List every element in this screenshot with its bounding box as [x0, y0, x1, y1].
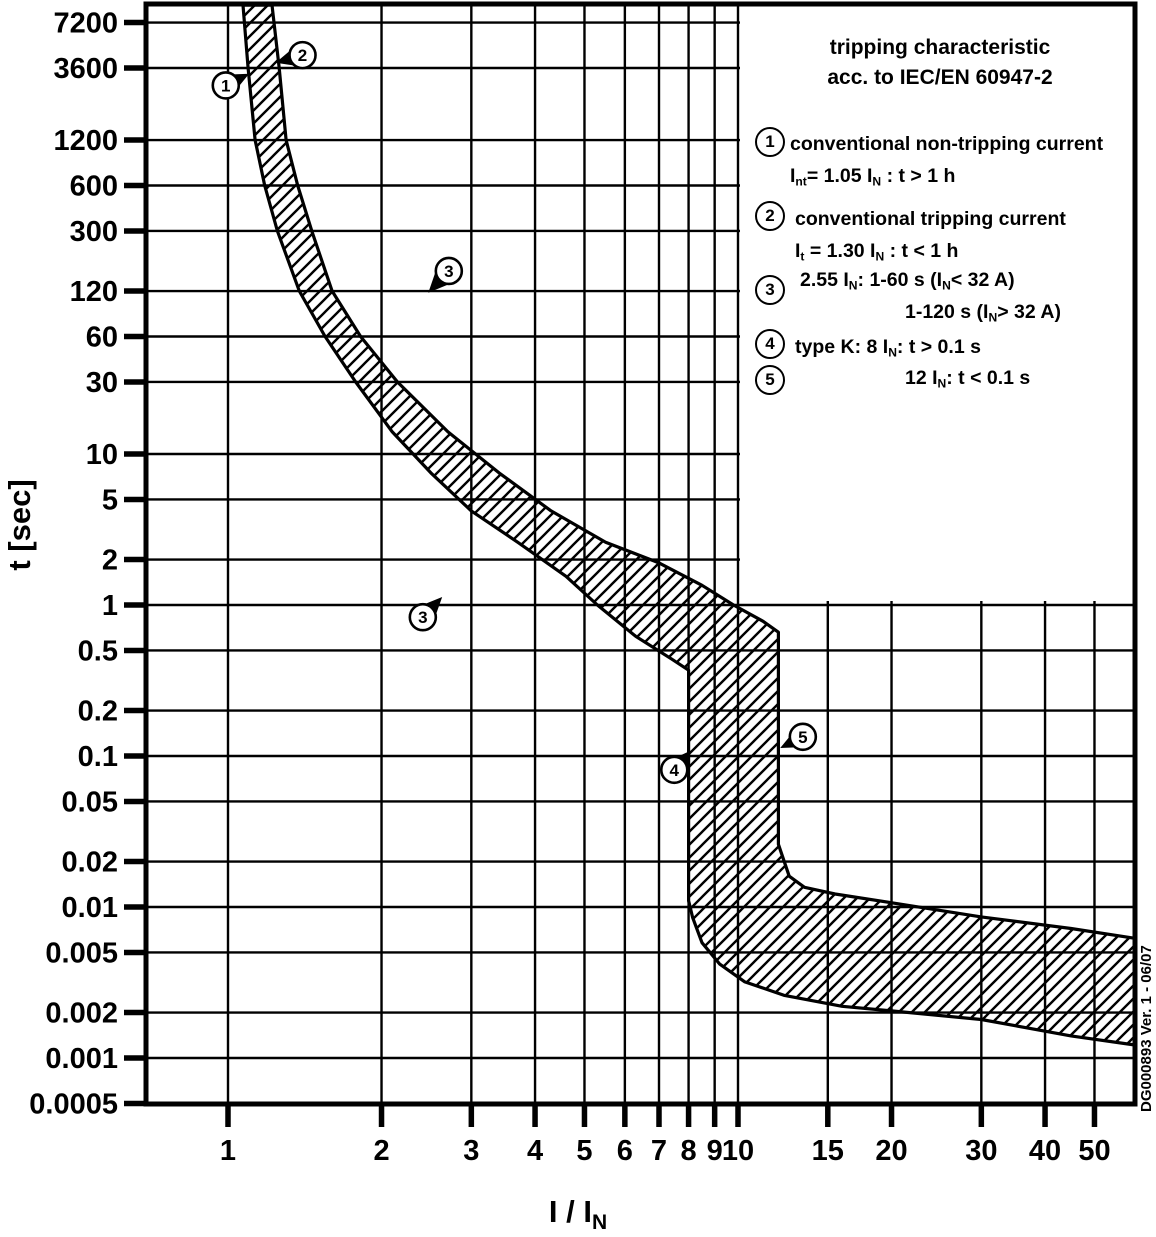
y-tick-label: 0.05 — [62, 786, 118, 818]
marker-1-number: 1 — [221, 76, 230, 95]
x-tick-label: 3 — [463, 1135, 479, 1167]
marker-3-number: 3 — [418, 608, 427, 627]
legend-item-5-line1: 12 IN: t < 0.1 s — [905, 367, 1031, 391]
x-tick-label: 6 — [617, 1135, 633, 1167]
y-tick-label: 1 — [102, 590, 118, 622]
marker-5-number: 5 — [798, 728, 807, 747]
y-tick-label: 300 — [70, 216, 118, 248]
x-tick-label: 5 — [576, 1135, 592, 1167]
document-reference: DG000893 Ver. 1 - 06/07 — [1138, 945, 1155, 1112]
x-tick-label: 15 — [812, 1135, 844, 1167]
subscript: N — [872, 174, 882, 189]
y-tick-label: 0.5 — [78, 635, 118, 667]
y-tick-label: 120 — [70, 276, 118, 308]
legend-item-2-line1: conventional tripping current — [795, 208, 1066, 230]
marker-1-circle — [211, 71, 241, 100]
legend-item-1-line2: Int= 1.05 IN : t > 1 h — [790, 165, 956, 189]
marker-2-number: 2 — [298, 46, 307, 65]
subscript: nt — [795, 174, 807, 189]
x-tick-label: 20 — [875, 1135, 907, 1167]
marker-3: 3 — [428, 256, 464, 293]
x-tick-label: 9 — [707, 1135, 723, 1167]
legend-item-1-line1: conventional non-tripping current — [790, 133, 1104, 155]
marker-3: 3 — [408, 596, 443, 632]
legend-item-2-line2: It = 1.30 IN : t < 1 h — [795, 240, 959, 264]
subscript: N — [942, 278, 951, 293]
marker-1: 1 — [211, 71, 250, 100]
subscript: N — [888, 345, 897, 360]
y-tick-label: 0.002 — [45, 998, 118, 1030]
x-tick-label: 4 — [527, 1135, 543, 1167]
legend-item-5-badge: 5 — [755, 365, 785, 395]
y-tick-label: 60 — [86, 321, 118, 353]
marker-3-circle — [408, 602, 438, 632]
y-tick-label: 1200 — [53, 125, 118, 157]
marker-3-circle — [434, 256, 464, 286]
marker-2: 2 — [275, 40, 317, 70]
legend-title-line2: acc. to IEC/EN 60947-2 — [827, 66, 1053, 89]
legend-background — [740, 6, 1133, 601]
subscript: N — [875, 249, 885, 264]
legend-title-line1: tripping characteristic — [829, 36, 1051, 59]
legend-item-3-badge: 3 — [755, 275, 785, 305]
legend-title: tripping characteristic acc. to IEC/EN 6… — [745, 33, 1135, 93]
y-tick-label: 10 — [86, 439, 118, 471]
y-tick-label: 7200 — [53, 8, 118, 40]
legend-item-2-badge: 2 — [755, 201, 785, 231]
x-tick-label: 50 — [1078, 1135, 1110, 1167]
y-tick-label: 0.005 — [45, 937, 118, 969]
x-tick-label: 8 — [681, 1135, 697, 1167]
legend-item-1-badge: 1 — [755, 127, 785, 157]
subscript: N — [988, 310, 998, 325]
x-tick-label: 2 — [373, 1135, 389, 1167]
y-tick-label: 0.1 — [78, 741, 118, 773]
y-tick-label: 0.001 — [45, 1043, 118, 1075]
subscript: t — [800, 249, 805, 264]
y-tick-label: 600 — [70, 170, 118, 202]
x-tick-label: 7 — [651, 1135, 667, 1167]
legend-item-4-badge: 4 — [755, 329, 785, 359]
legend-item-4-line1: type K: 8 IN: t > 0.1 s — [795, 336, 981, 360]
y-tick-label: 0.2 — [78, 696, 118, 728]
marker-4: 4 — [659, 750, 692, 785]
marker-3-number: 3 — [444, 262, 453, 281]
x-axis-title: I / IN — [549, 1194, 607, 1234]
subscript: N — [848, 278, 858, 293]
marker-4-number: 4 — [670, 761, 680, 780]
plot-frame — [143, 1, 1138, 1107]
subscript: N — [937, 376, 947, 391]
y-tick-label: 0.02 — [62, 847, 118, 879]
marker-5: 5 — [780, 722, 818, 752]
y-axis-title: t [sec] — [2, 479, 37, 570]
y-tick-label: 5 — [102, 484, 118, 516]
marker-4-circle — [659, 755, 689, 785]
legend-item-3-line2: 1-120 s (IN> 32 A) — [905, 301, 1061, 325]
x-tick-label: 1 — [220, 1135, 236, 1167]
y-tick-label: 2 — [102, 545, 118, 577]
tripping-band — [241, 5, 1136, 1047]
y-tick-label: 30 — [86, 367, 118, 399]
x-tick-label: 40 — [1029, 1135, 1061, 1167]
legend-box: tripping characteristic acc. to IEC/EN 6… — [745, 5, 1145, 601]
legend-item-3-line1: 2.55 IN: 1-60 s (IN< 32 A) — [800, 269, 1015, 293]
y-tick-label: 3600 — [53, 53, 118, 85]
marker-5-circle — [788, 722, 818, 752]
y-tick-label: 0.0005 — [29, 1088, 118, 1120]
x-tick-label: 10 — [722, 1135, 754, 1167]
y-tick-label: 0.01 — [62, 892, 118, 924]
x-tick-label: 30 — [965, 1135, 997, 1167]
marker-2-circle — [288, 40, 317, 70]
